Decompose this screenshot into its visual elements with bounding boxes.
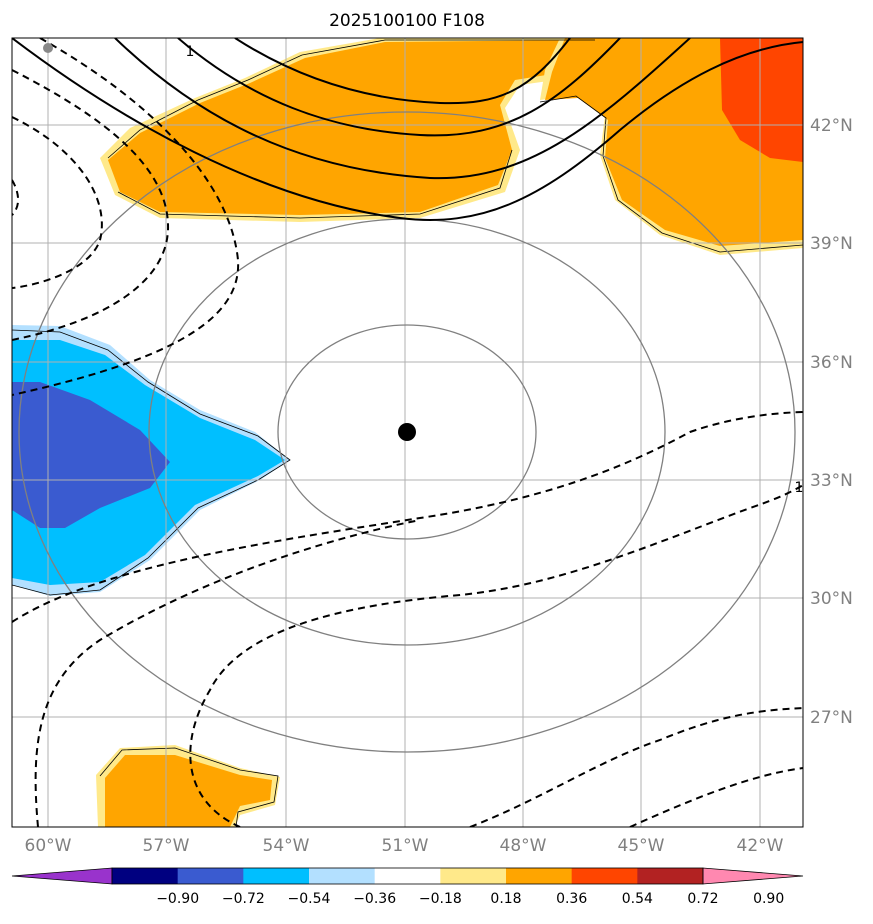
- dashed-contour-se-1: [469, 707, 803, 827]
- colorbar: −0.90 −0.72 −0.54 −0.36 −0.18 0.18 0.36 …: [11, 867, 804, 907]
- shade-orange-south: [105, 755, 272, 827]
- colorbar-segment: [506, 868, 573, 884]
- range-ring-inner: [277, 324, 537, 540]
- longitude-labels: 60°W 57°W 54°W 51°W 48°W 45°W 42°W: [25, 836, 784, 856]
- secondary-point-marker: [43, 43, 53, 53]
- plot-frame: [11, 37, 804, 828]
- colorbar-tick-label: 0.36: [556, 891, 587, 907]
- colorbar-tick-label: 0.54: [622, 891, 653, 907]
- lon-label-42w: 42°W: [737, 836, 784, 856]
- solid-contour-1: [234, 38, 571, 105]
- colorbar-tick-label: −0.18: [419, 891, 462, 907]
- colorbar-segment: [177, 868, 244, 884]
- dashed-contour-nw-4: [12, 38, 240, 396]
- solid-contours: [12, 38, 803, 221]
- shade-red-northeast: [720, 38, 803, 162]
- dashed-contour-mid-3: [189, 484, 803, 827]
- outline-south: [99, 747, 279, 827]
- colorbar-segment: [440, 868, 507, 884]
- colorbar-tick-labels: −0.90 −0.72 −0.54 −0.36 −0.18 0.18 0.36 …: [156, 891, 784, 907]
- figure-title: 2025100100 F108: [329, 11, 485, 31]
- shade-orange-north: [108, 40, 598, 215]
- outline-west: [12, 329, 291, 596]
- lon-label-51w: 51°W: [382, 836, 429, 856]
- colorbar-tick-label: 0.90: [753, 891, 784, 907]
- lat-label-27n: 27°N: [810, 708, 853, 728]
- solid-contour-3: [114, 38, 691, 180]
- colorbar-tick-label: 0.72: [687, 891, 718, 907]
- dashed-contour-nw-1: [12, 179, 19, 216]
- lon-label-60w: 60°W: [25, 836, 72, 856]
- lat-label-39n: 39°N: [810, 234, 853, 254]
- outline-north: [107, 39, 595, 219]
- storm-center-marker: [398, 423, 416, 441]
- lat-label-33n: 33°N: [810, 471, 853, 491]
- colorbar-segment: [571, 868, 638, 884]
- colorbar-extend-high: [702, 867, 804, 885]
- lat-label-30n: 30°N: [810, 589, 853, 609]
- colorbar-segments: [11, 867, 804, 885]
- colorbar-tick-label: −0.36: [353, 891, 396, 907]
- dashed-contours: [12, 38, 803, 827]
- colorbar-segment: [637, 868, 704, 884]
- dashed-contour-nw-3: [12, 69, 170, 341]
- colorbar-extend-low: [11, 867, 113, 885]
- colorbar-segment: [374, 868, 441, 884]
- solid-contour-2: [177, 38, 621, 137]
- graticule: [12, 38, 803, 827]
- dashed-contour-se-2: [629, 767, 803, 827]
- plot-area: 1 1: [12, 38, 803, 827]
- lat-label-42n: 42°N: [810, 116, 853, 136]
- colorbar-segment: [309, 868, 376, 884]
- shade-royal-blue-west: [12, 382, 170, 528]
- dashed-contour-mid-2: [34, 519, 421, 827]
- range-ring-outer: [18, 111, 796, 753]
- colorbar-outline: [111, 867, 704, 885]
- colorbar-tick-label: −0.54: [288, 891, 331, 907]
- latitude-labels: 42°N 39°N 36°N 33°N 30°N 27°N: [810, 116, 853, 728]
- lat-label-36n: 36°N: [810, 353, 853, 373]
- shade-outlines: [12, 39, 803, 827]
- colorbar-tick-label: 0.18: [490, 891, 521, 907]
- dashed-contour-mid-1: [12, 411, 803, 623]
- outline-northeast: [539, 95, 803, 253]
- colorbar-segment: [243, 868, 310, 884]
- contour-label-east: 1: [795, 480, 804, 496]
- lon-label-57w: 57°W: [143, 836, 190, 856]
- contour-label-north: 1: [186, 44, 195, 60]
- colorbar-tick-label: −0.90: [156, 891, 199, 907]
- solid-contour-4: [12, 38, 803, 221]
- lon-label-48w: 48°W: [500, 836, 547, 856]
- colorbar-segment: [112, 868, 179, 884]
- lon-label-45w: 45°W: [618, 836, 665, 856]
- dashed-contour-nw-2: [12, 116, 103, 289]
- colorbar-tick-label: −0.72: [222, 891, 265, 907]
- lon-label-54w: 54°W: [263, 836, 310, 856]
